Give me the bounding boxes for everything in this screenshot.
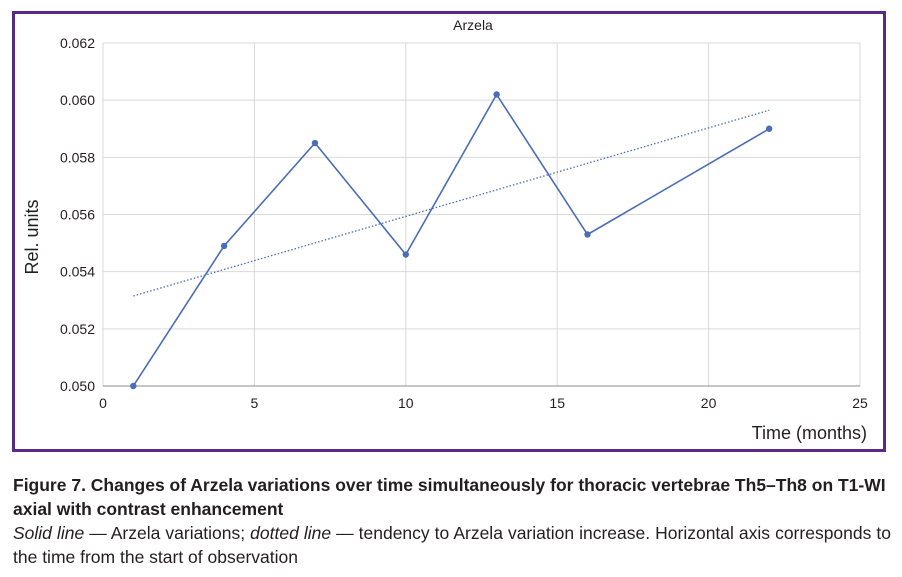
x-tick-label: 0 bbox=[99, 395, 107, 411]
x-tick-label: 15 bbox=[549, 395, 565, 411]
y-tick-label: 0.058 bbox=[60, 149, 95, 165]
data-point bbox=[584, 231, 591, 238]
figure-caption: Figure 7. Changes of Arzela variations o… bbox=[13, 473, 891, 569]
line-chart: 0.050 0.052 0.054 0.056 0.058 0.060 0.062 0 5 10… bbox=[22, 17, 868, 443]
data-point bbox=[220, 242, 228, 250]
chart-title: Arzela bbox=[453, 17, 493, 33]
data-series bbox=[130, 91, 773, 390]
y-axis-label: Rel. units bbox=[22, 199, 42, 274]
y-tick-label: 0.056 bbox=[60, 207, 95, 223]
data-point bbox=[311, 139, 319, 147]
x-tick-label: 20 bbox=[701, 395, 717, 411]
x-tick-label: 5 bbox=[251, 395, 259, 411]
grid-lines bbox=[102, 42, 861, 387]
y-tick-label: 0.050 bbox=[60, 378, 95, 394]
x-tick-label: 25 bbox=[852, 395, 868, 411]
y-tick-label: 0.054 bbox=[60, 264, 95, 280]
caption-dotted-term: dotted line bbox=[250, 523, 332, 543]
y-tick-label: 0.060 bbox=[60, 92, 95, 108]
caption-body: Solid line — Arzela variations; dotted l… bbox=[13, 521, 891, 569]
caption-dotted-desc: — tendency to Arzela variation increase.… bbox=[13, 523, 891, 567]
x-tick-labels: 0 5 10 15 20 25 bbox=[99, 395, 868, 411]
caption-solid-term: Solid line bbox=[13, 523, 85, 543]
data-point bbox=[130, 382, 137, 390]
y-tick-label: 0.062 bbox=[60, 35, 95, 51]
data-point bbox=[765, 125, 773, 132]
caption-title: Figure 7. Changes of Arzela variations o… bbox=[13, 475, 886, 519]
series-line bbox=[132, 92, 770, 387]
y-tick-labels: 0.050 0.052 0.054 0.056 0.058 0.060 0.062 bbox=[60, 35, 95, 394]
data-point bbox=[402, 251, 409, 258]
x-tick-label: 10 bbox=[398, 395, 414, 411]
data-point bbox=[493, 91, 500, 98]
caption-solid-desc: — Arzela variations; bbox=[84, 523, 251, 543]
trend-line bbox=[133, 109, 770, 297]
chart-frame bbox=[12, 11, 886, 452]
y-tick-label: 0.052 bbox=[60, 321, 95, 337]
x-axis-label: Time (months) bbox=[752, 423, 867, 443]
